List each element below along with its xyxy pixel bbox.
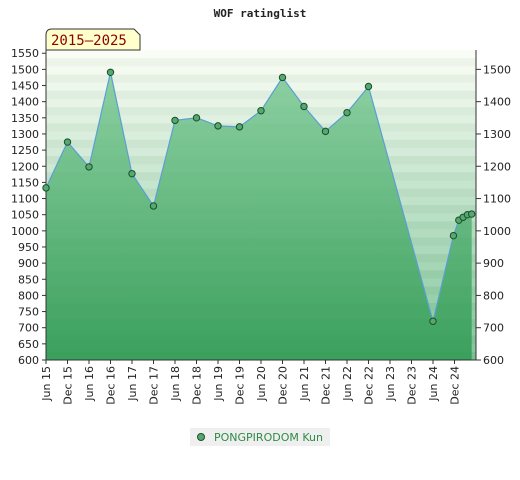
x-tick-label: Dec 18 [191, 366, 204, 405]
period-badge-text: 2015–2025 [51, 33, 127, 49]
y-left-tick-label: 1250 [11, 144, 39, 157]
background-band [46, 50, 476, 59]
y-left-tick-label: 700 [18, 322, 39, 335]
data-point [42, 184, 50, 192]
legend: PONGPIRODOM Kun [190, 428, 330, 446]
legend-label: PONGPIRODOM Kun [214, 430, 323, 444]
y-left-tick-label: 1400 [11, 96, 39, 109]
x-tick-label: Jun 23 [384, 366, 397, 402]
y-left-tick-label: 1100 [11, 193, 39, 206]
data-point [85, 163, 93, 171]
y-left-tick-label: 1050 [11, 209, 39, 222]
y-left-tick-label: 800 [18, 289, 39, 302]
y-right-tick-label: 1500 [483, 63, 511, 76]
data-point [63, 138, 72, 146]
data-point [257, 107, 265, 115]
y-right-tick-label: 600 [483, 354, 504, 367]
data-point [364, 82, 373, 91]
data-point [149, 202, 158, 210]
x-tick-label: Jun 15 [40, 366, 53, 402]
data-point [468, 210, 476, 218]
x-tick-label: Jun 18 [169, 366, 182, 402]
background-band [46, 82, 476, 92]
data-point [321, 127, 330, 136]
background-band [46, 66, 476, 75]
data-point [128, 169, 136, 178]
data-point [106, 68, 115, 76]
y-right-tick-label: 800 [483, 289, 504, 302]
y-left-tick-label: 650 [18, 338, 39, 351]
x-tick-label: Jun 21 [298, 366, 311, 402]
data-point [343, 108, 351, 117]
data-point [235, 123, 244, 131]
background-band [46, 98, 476, 108]
y-left-tick-label: 600 [18, 354, 39, 367]
markers [42, 68, 476, 325]
data-point [171, 116, 179, 125]
y-left-tick-label: 1350 [11, 112, 39, 125]
x-tick-label: Dec 17 [148, 366, 161, 405]
data-point [449, 231, 458, 240]
y-right-tick-label: 1000 [483, 225, 511, 238]
background-band [46, 90, 476, 100]
area-layer [45, 72, 472, 361]
data-point [429, 317, 437, 325]
x-tick-label: Dec 20 [277, 366, 290, 405]
y-right-tick-label: 1200 [483, 160, 511, 173]
y-left-tick-label: 950 [18, 241, 39, 254]
y-left-tick-label: 1200 [11, 160, 39, 173]
y-left-tick-label: 750 [18, 306, 39, 319]
x-tick-label: Jun 19 [212, 366, 225, 402]
background-band [46, 74, 476, 84]
series-area [46, 72, 472, 361]
background-band [46, 58, 476, 67]
y-right-tick-label: 700 [483, 322, 504, 335]
data-point [278, 73, 287, 82]
x-tick-label: Jun 17 [126, 366, 139, 402]
y-right-tick-label: 1300 [483, 128, 511, 141]
x-tick-label: Jun 20 [255, 366, 268, 402]
y-right-tick-label: 900 [483, 257, 504, 270]
y-left-tick-label: 900 [18, 257, 39, 270]
x-tick-label: Jun 22 [341, 366, 354, 402]
y-left-tick-label: 1450 [11, 80, 39, 93]
x-tick-label: Jun 24 [427, 366, 440, 402]
y-left-tick-label: 1000 [11, 225, 39, 238]
x-tick-label: Dec 16 [105, 366, 118, 405]
y-right-tick-label: 1100 [483, 193, 511, 206]
x-tick-label: Dec 19 [234, 366, 247, 405]
y-left-tick-label: 1500 [11, 63, 39, 76]
y-left-tick-label: 1300 [11, 128, 39, 141]
x-tick-label: Dec 21 [320, 366, 333, 405]
x-tick-label: Dec 22 [363, 366, 376, 405]
legend-marker [197, 433, 205, 441]
series-line [45, 72, 472, 322]
period-badge: 2015–2025 [45, 28, 141, 51]
x-tick-label: Dec 15 [62, 366, 75, 405]
axes: 600 650 700 750 800 850 900 950 1000 1050 1100 1150… [11, 47, 511, 405]
y-left-tick-label: 1150 [11, 176, 39, 189]
y-left-tick-label: 1550 [11, 47, 39, 60]
data-point [214, 122, 222, 130]
data-point [192, 114, 201, 122]
x-tick-label: Jun 16 [83, 366, 96, 402]
x-tick-label: Dec 24 [449, 366, 462, 405]
data-point [300, 102, 308, 111]
chart-title: WOF ratinglist [214, 7, 307, 20]
x-tick-label: Dec 23 [406, 366, 419, 405]
y-right-tick-label: 1400 [483, 96, 511, 109]
y-left-tick-label: 850 [18, 273, 39, 286]
